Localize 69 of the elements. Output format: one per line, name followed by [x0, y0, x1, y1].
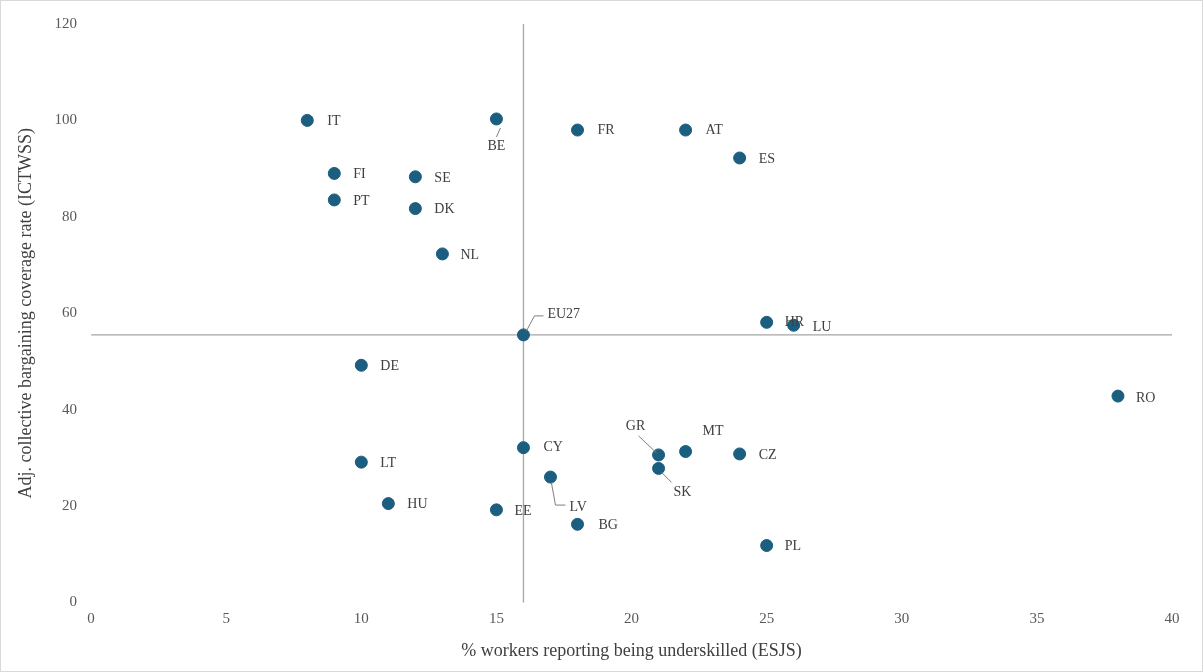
point — [733, 447, 747, 461]
point — [571, 517, 585, 531]
y-tick-label: 0 — [69, 593, 78, 610]
x-tick-label: 5 — [222, 610, 230, 627]
point — [489, 503, 503, 517]
annotation: CZ — [758, 446, 777, 462]
annotation: GR — [625, 417, 646, 433]
annotation: SE — [434, 170, 451, 186]
point — [327, 193, 341, 207]
annotation: PL — [784, 538, 802, 554]
annotation: ES — [758, 150, 775, 166]
annotation: DE — [380, 357, 399, 373]
x-tick-label: 30 — [894, 610, 910, 627]
annotation: PT — [353, 192, 371, 208]
y-tick-label: 100 — [54, 111, 78, 128]
point — [300, 113, 314, 127]
point — [652, 448, 666, 462]
y-tick-label: 60 — [62, 304, 78, 321]
point — [733, 151, 747, 165]
annotation: LU — [812, 318, 832, 334]
point — [571, 123, 585, 137]
x-tick-label: 15 — [488, 610, 504, 627]
x-tick-label: 10 — [353, 610, 369, 627]
annotation: LV — [569, 498, 587, 514]
y-tick-label: 40 — [62, 400, 78, 417]
annotation: CY — [543, 439, 563, 455]
y-tick-label: 80 — [62, 207, 78, 224]
point — [1111, 389, 1125, 403]
y-axis-title: Adj. collective bargaining coverage rate (ICTWSS) — [14, 127, 36, 499]
point — [354, 455, 368, 469]
point — [760, 539, 774, 553]
point — [408, 170, 422, 184]
point — [679, 123, 693, 137]
point — [760, 315, 774, 329]
point — [327, 166, 341, 180]
point — [543, 470, 557, 484]
annotation: BG — [598, 516, 618, 532]
point — [435, 247, 449, 261]
x-tick-label: 25 — [759, 610, 775, 627]
annotation: HU — [407, 496, 428, 512]
annotation: DK — [434, 201, 455, 217]
annotation: IT — [327, 113, 341, 129]
annotation: SK — [673, 484, 692, 500]
annotation: FI — [353, 166, 367, 182]
point — [516, 441, 530, 455]
x-tick-label: 20 — [624, 610, 640, 627]
annotation: BE — [487, 137, 506, 153]
y-tick-label: 120 — [54, 14, 78, 31]
point — [408, 202, 422, 216]
point — [679, 445, 693, 459]
annotation: AT — [705, 121, 724, 137]
annotation: FR — [597, 121, 616, 137]
annotation: NL — [460, 246, 480, 262]
annotation: EE — [514, 502, 532, 518]
annotation: HR — [784, 314, 805, 330]
point — [516, 328, 530, 342]
annotation: LT — [380, 454, 397, 470]
point — [381, 497, 395, 511]
point — [354, 358, 368, 372]
x-tick-label: 40 — [1164, 610, 1180, 627]
annotation: MT — [702, 423, 725, 439]
y-tick-label: 20 — [62, 496, 78, 513]
annotation: EU27 — [547, 305, 581, 321]
x-axis-title: % workers reporting being underskilled (ESJS) — [461, 639, 802, 661]
x-tick-label: 35 — [1029, 610, 1045, 627]
annotation: RO — [1135, 389, 1156, 405]
point — [652, 461, 666, 475]
point — [489, 112, 503, 126]
x-tick-label: 0 — [87, 610, 95, 627]
